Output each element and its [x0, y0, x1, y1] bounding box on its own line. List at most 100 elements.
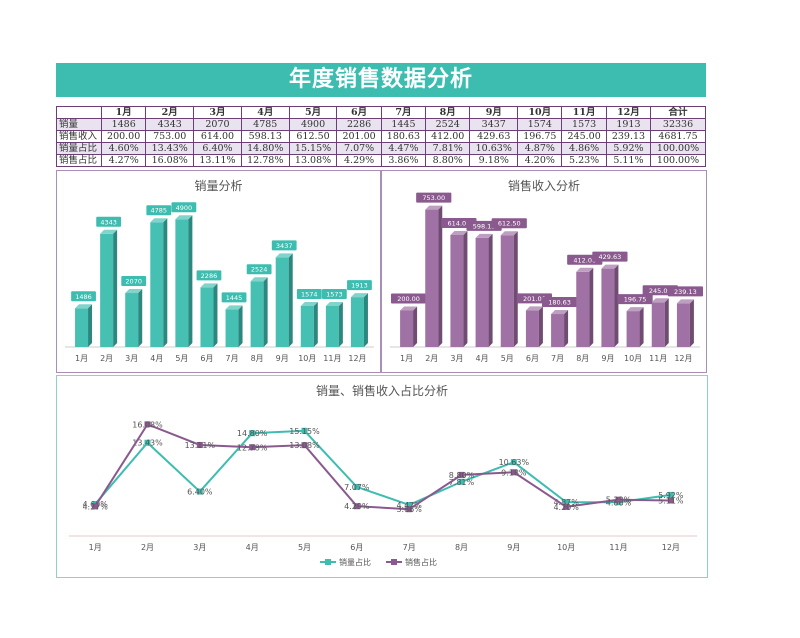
- table-cell: 4.47%: [380, 142, 427, 155]
- legend-label: 销售占比: [405, 557, 437, 567]
- bar: [225, 305, 243, 347]
- data-label: 12.78%: [237, 443, 268, 452]
- data-label: 5.92%: [658, 491, 684, 500]
- data-label: 180.63: [548, 299, 571, 307]
- table-cell: 3.86%: [380, 154, 427, 167]
- series-point: [196, 441, 203, 448]
- table-cell: 245.00: [561, 130, 607, 143]
- table-cell: 13.43%: [145, 142, 195, 155]
- bar-side: [513, 231, 518, 347]
- data-label: 7.07%: [344, 483, 370, 492]
- bar-top: [551, 310, 569, 315]
- legend-swatch-marker: [391, 559, 397, 565]
- x-tick-label: 10月: [624, 354, 642, 363]
- x-tick-label: 6月: [350, 543, 363, 552]
- series-point: [144, 439, 151, 446]
- table-cell: 6.40%: [193, 142, 242, 155]
- x-tick-label: 1月: [400, 354, 413, 363]
- bar-side: [463, 230, 468, 347]
- bar-front: [551, 314, 565, 347]
- series-point: [667, 497, 674, 504]
- bar-front: [225, 309, 239, 347]
- bar: [325, 301, 343, 347]
- series-point: [406, 506, 413, 513]
- table-header-cell: 合计: [650, 106, 706, 119]
- x-tick-label: 5月: [501, 354, 514, 363]
- table-cell: 8.80%: [425, 154, 471, 167]
- bar-side: [113, 229, 118, 347]
- table-header-cell: 11月: [561, 106, 607, 119]
- bar-top: [576, 267, 594, 272]
- data-label: 612.50: [498, 220, 521, 228]
- table-header-cell: 3月: [193, 106, 242, 119]
- data-label-bg: [71, 291, 96, 302]
- bar: [576, 267, 594, 347]
- bar: [200, 283, 218, 347]
- table-cell: 180.63: [380, 130, 427, 143]
- bar: [626, 307, 644, 347]
- x-tick-label: 6月: [526, 354, 539, 363]
- bar-front: [200, 287, 214, 347]
- table-cell: 7.81%: [425, 142, 471, 155]
- table-cell: 1486: [100, 118, 147, 131]
- table-header-cell: 2月: [145, 106, 195, 119]
- bar-side: [138, 289, 143, 347]
- x-tick-label: 2月: [100, 354, 113, 363]
- table-cell: 201.00: [336, 130, 382, 143]
- bar-side: [88, 304, 93, 347]
- bar-front: [275, 257, 289, 347]
- bar: [551, 310, 569, 347]
- table-cell: 1574: [517, 118, 563, 131]
- data-label: 13.08%: [289, 441, 320, 450]
- table-cell: 200.00: [100, 130, 147, 143]
- data-label: 753.00: [422, 194, 445, 202]
- table-cell: 4.20%: [517, 154, 563, 167]
- table-cell: 1445: [380, 118, 427, 131]
- sales-revenue-panel: 销售收入分析 200.00 1月 753.00 2月 614.00 3月 598.13 4月 61…: [381, 170, 707, 373]
- bar-front: [525, 310, 539, 347]
- chart-title: 销量、销售收入占比分析: [316, 383, 448, 398]
- bar: [125, 289, 143, 347]
- x-tick-label: 4月: [150, 354, 163, 363]
- data-label-bg: [271, 240, 297, 251]
- bar-top: [651, 298, 669, 303]
- share-line-chart: 销量、销售收入占比分析 1月 2月 3月 4月 5月 6月 7月 8月 9月 10月 11月 12月 4.…: [69, 383, 697, 567]
- bar-top: [350, 293, 368, 298]
- bar-front: [350, 297, 364, 347]
- x-tick-label: 11月: [609, 543, 627, 552]
- bar-front: [676, 303, 690, 347]
- chart-title: 销售收入分析: [508, 178, 580, 193]
- bar-top: [475, 233, 493, 238]
- table-cell: 5.92%: [605, 142, 652, 155]
- bar: [175, 215, 193, 347]
- bar-top: [525, 306, 543, 311]
- data-label: 7.81%: [449, 478, 475, 487]
- table-cell: 10.63%: [469, 142, 519, 155]
- table-cell: 32336: [650, 118, 706, 131]
- bar-front: [300, 305, 314, 347]
- bar-side: [538, 306, 543, 347]
- data-label: 4.47%: [396, 501, 422, 510]
- data-label: 4.87%: [553, 498, 579, 507]
- data-label-bg: [296, 288, 322, 299]
- data-label-bg: [321, 288, 347, 299]
- table-cell: 4.86%: [561, 142, 607, 155]
- x-tick-label: 10月: [557, 543, 575, 552]
- data-label: 4900: [176, 204, 193, 212]
- data-label-bg: [390, 293, 427, 304]
- bar-top: [300, 301, 318, 306]
- x-tick-label: 1月: [89, 543, 102, 552]
- legend-swatch-marker: [325, 559, 331, 565]
- x-tick-label: 2月: [141, 543, 154, 552]
- x-tick-label: 5月: [175, 354, 188, 363]
- sales-volume-panel: 销量分析 1486 1月 4343 2月 2070 3月 4785 4月 4900 5月 2286 6月…: [56, 170, 381, 373]
- table-cell: 13.11%: [193, 154, 242, 167]
- table-cell: 12.78%: [240, 154, 290, 167]
- bar-front: [175, 219, 189, 347]
- data-label-bg: [416, 192, 452, 203]
- data-label: 245.00: [649, 287, 672, 295]
- data-label: 4343: [100, 218, 117, 226]
- bar: [425, 205, 443, 347]
- table-cell: 2070: [193, 118, 242, 131]
- bar: [250, 277, 268, 347]
